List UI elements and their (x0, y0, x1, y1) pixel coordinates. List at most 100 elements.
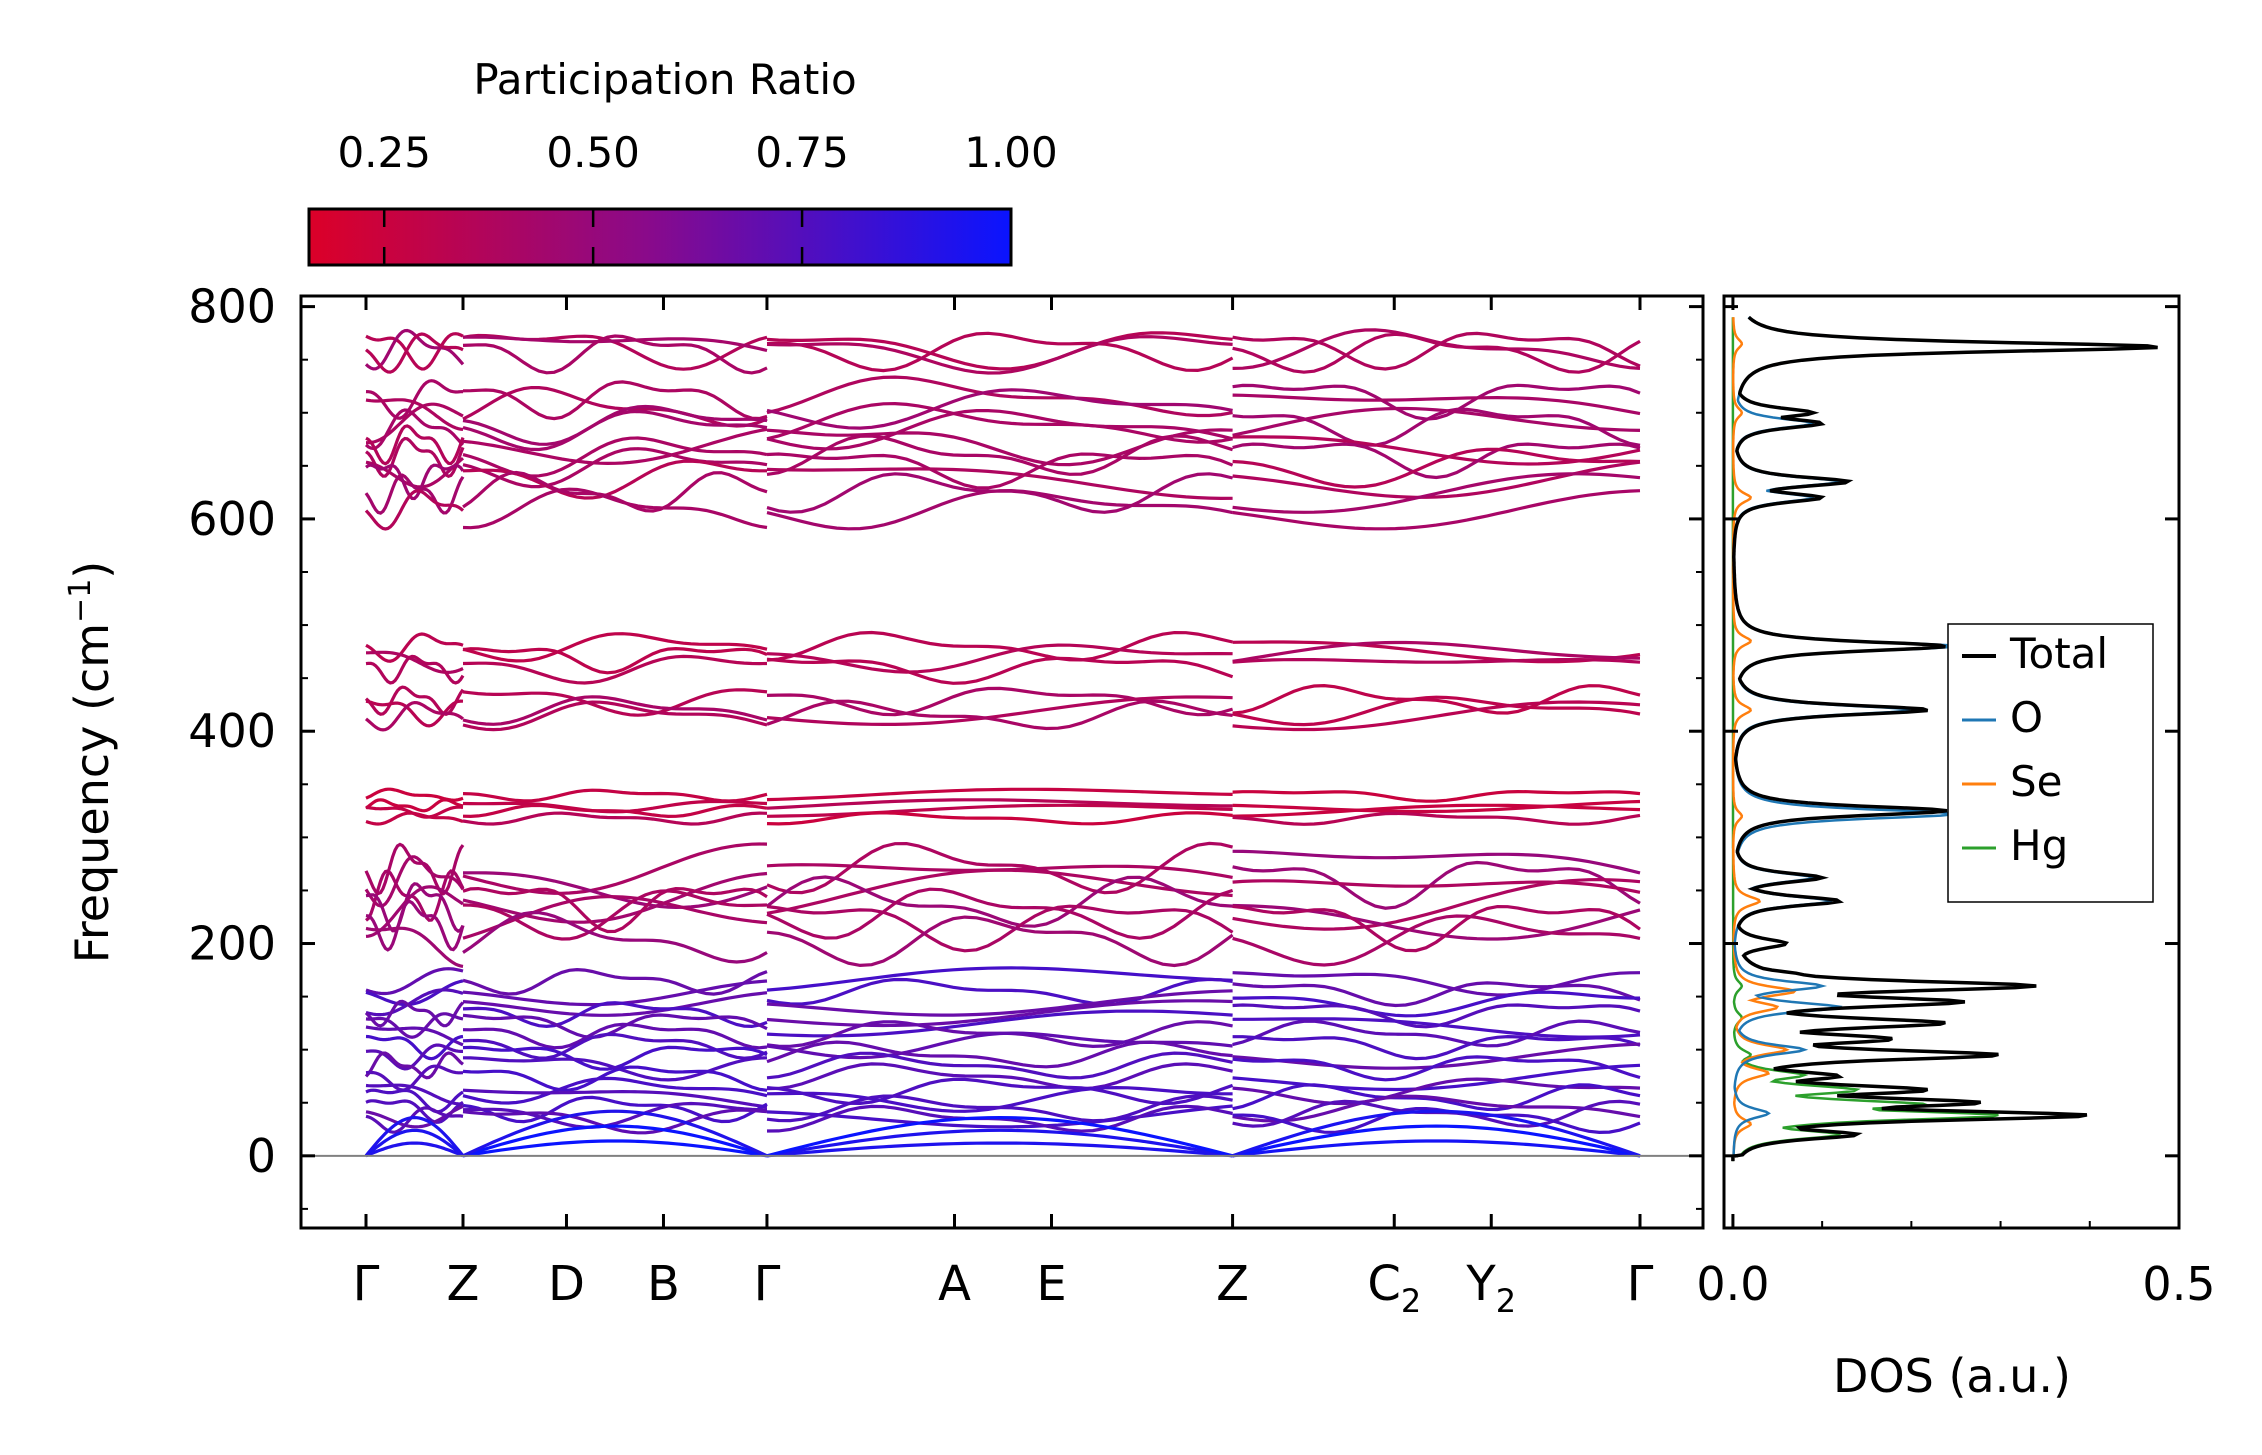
band-line (364, 1128, 465, 1158)
dos-lines (1731, 315, 2158, 1162)
band-line (766, 1128, 1233, 1158)
band-line (766, 803, 1233, 818)
band-line (766, 966, 1233, 992)
band-line (1232, 879, 1641, 894)
band-line (365, 926, 464, 968)
band-line (1232, 1017, 1641, 1039)
band-line (462, 1032, 768, 1060)
band-line (766, 977, 1233, 1006)
band-line (1232, 447, 1641, 489)
band-line (462, 447, 768, 489)
legend-label: O (2010, 693, 2043, 742)
band-line (365, 654, 465, 685)
colorbar: Participation Ratio 0.25 0.50 0.75 1.00 (307, 55, 1058, 267)
k-point-label: Z (1216, 1256, 1249, 1312)
band-line (462, 1124, 768, 1158)
band-line (462, 470, 768, 513)
band-line (766, 1040, 1233, 1069)
band-line (1232, 990, 1641, 1018)
band-line (1232, 683, 1641, 715)
band-lines (364, 328, 1641, 1158)
band-line (1232, 640, 1641, 663)
band-line (766, 1115, 1233, 1158)
band-line (766, 887, 1234, 940)
dos-x-ticks: 0.0 0.5 (1696, 296, 2216, 1311)
band-line (462, 894, 768, 940)
band-line (1232, 811, 1641, 826)
band-line (462, 404, 768, 446)
legend-frame (1947, 623, 2154, 903)
k-point-label: Γ (353, 1256, 380, 1312)
band-line (1232, 1099, 1641, 1128)
colorbar-title: Participation Ratio (473, 55, 856, 104)
band-line (766, 467, 1233, 501)
band-line (462, 654, 768, 685)
colorbar-tick-label: 0.25 (337, 128, 431, 177)
band-line (462, 1095, 768, 1124)
band-line (365, 436, 465, 479)
band-line (766, 811, 1233, 826)
band-line (766, 434, 1234, 476)
band-line (766, 630, 1233, 662)
band-line (1232, 489, 1641, 531)
legend-label: Hg (2010, 821, 2068, 870)
band-line (462, 380, 768, 421)
band-y-ticks: 0 200 400 600 800 (188, 280, 1703, 1210)
band-y-label: Frequency (cm−1) (63, 561, 119, 964)
band-line (766, 699, 1233, 731)
band-line (1232, 971, 1641, 997)
y-tick-label: 600 (188, 492, 276, 546)
band-line (766, 401, 1233, 444)
band-line (766, 331, 1233, 371)
band-line (1232, 442, 1641, 480)
band-line (766, 1077, 1234, 1106)
band-line (365, 869, 465, 922)
band-line (766, 375, 1233, 418)
band-line (365, 1141, 464, 1158)
band-line (766, 1009, 1233, 1038)
band-line (462, 335, 768, 353)
band-x-ticks: Γ Z D B Γ A E Z C2 Y2 Γ (353, 296, 1654, 1320)
band-line (365, 882, 465, 933)
band-line (462, 886, 768, 934)
band-line (1232, 695, 1641, 727)
band-line (462, 1101, 767, 1129)
band-line (1232, 789, 1641, 803)
band-line (766, 1141, 1233, 1158)
colorbar-tick-label: 0.50 (546, 128, 640, 177)
band-line (1232, 1063, 1641, 1092)
band-line (365, 632, 464, 663)
colorbar-ticks: 0.25 0.50 0.75 1.00 (337, 128, 1058, 265)
band-line (1232, 849, 1641, 875)
band-line (766, 335, 1233, 375)
band-line (766, 695, 1233, 726)
band-line (766, 488, 1233, 531)
k-point-label: Z (447, 1256, 480, 1312)
band-line (365, 424, 465, 466)
band-line (766, 989, 1233, 1017)
y-tick-label: 0 (247, 1129, 276, 1183)
band-line (1232, 1055, 1641, 1082)
band-line (1232, 1034, 1641, 1061)
dos-y-ticks (1724, 305, 2179, 1158)
band-line (1232, 803, 1641, 818)
band-line (766, 915, 1234, 968)
band-line (365, 699, 464, 728)
band-line (462, 788, 768, 803)
band-line (462, 632, 768, 663)
band-line (462, 871, 768, 924)
band-line (1232, 799, 1641, 814)
k-point-label: D (548, 1256, 585, 1312)
band-line (1232, 472, 1641, 514)
dos-x-tick-label: 0.5 (2142, 1257, 2215, 1311)
band-line (1232, 332, 1641, 374)
band-line (766, 331, 1234, 373)
k-point-label: E (1036, 1256, 1066, 1312)
band-line (462, 334, 768, 375)
band-line (766, 904, 1234, 953)
band-line (365, 899, 465, 952)
band-line (462, 688, 768, 717)
band-line (462, 386, 768, 428)
band-line (462, 1108, 768, 1135)
band-line (766, 787, 1233, 802)
